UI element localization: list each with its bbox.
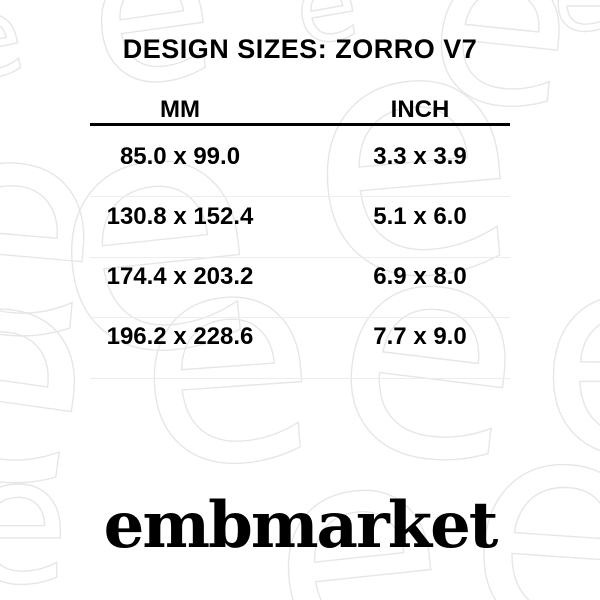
table-row: 85.0 x 99.0 3.3 x 3.9: [60, 142, 540, 172]
table-header-rule: [90, 123, 510, 126]
size-mm-value: 130.8 x 152.4: [106, 203, 254, 230]
size-inch-value: 5.1 x 6.0: [373, 203, 467, 230]
table-row: 196.2 x 228.6 7.7 x 9.0: [60, 322, 540, 352]
size-inch-value: 7.7 x 9.0: [373, 323, 467, 350]
size-mm-value: 85.0 x 99.0: [119, 143, 241, 170]
size-inch-value: 6.9 x 8.0: [373, 263, 467, 290]
size-inch-value: 3.3 x 3.9: [373, 143, 467, 170]
column-header-mm: MM: [160, 96, 200, 123]
table-row: 174.4 x 203.2 6.9 x 8.0: [60, 262, 540, 292]
row-separator: [90, 196, 510, 197]
page-title: DESIGN SIZES: ZORRO V7: [122, 34, 478, 64]
size-mm-value: 174.4 x 203.2: [106, 263, 254, 290]
column-header-inch: INCH: [390, 96, 450, 123]
brand-logo: embmarket: [103, 488, 499, 563]
row-separator: [90, 378, 510, 379]
row-separator: [90, 257, 510, 258]
row-separator: [90, 317, 510, 318]
table-row: 130.8 x 152.4 5.1 x 6.0: [60, 202, 540, 232]
size-mm-value: 196.2 x 228.6: [106, 323, 254, 350]
table-header-row: MM INCH: [60, 95, 540, 125]
